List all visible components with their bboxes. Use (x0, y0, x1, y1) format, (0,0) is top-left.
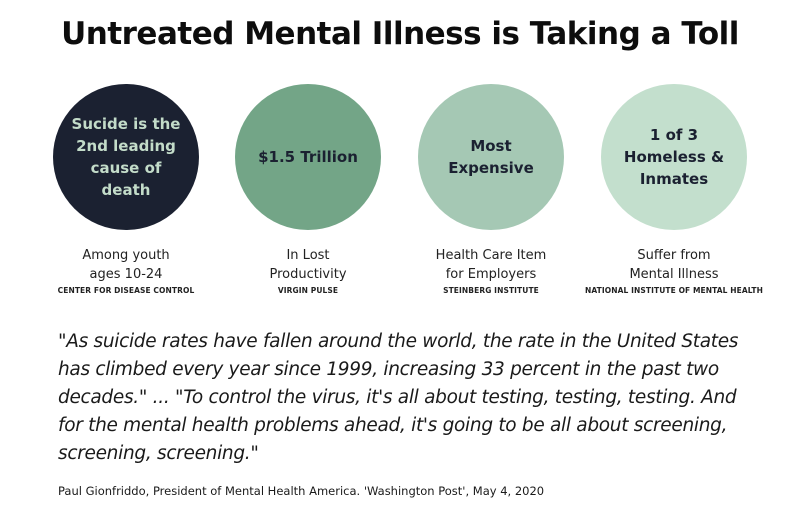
stat-circle: Sucide is the 2nd leading cause of death (53, 84, 199, 230)
caption-line: Mental Illness (629, 267, 719, 282)
stat-source: STEINBERG INSTITUTE (443, 286, 539, 295)
caption-line: Health Care Item (435, 248, 547, 263)
stat-card-homeless: 1 of 3 Homeless & Inmates Suffer from Me… (584, 84, 764, 295)
quote-attribution: Paul Gionfriddo, President of Mental Hea… (58, 484, 545, 498)
stat-circle-text: Sucide is the 2nd leading cause of death (71, 115, 181, 199)
stat-card-productivity: $1.5 Trillion In Lost Productivity VIRGI… (218, 84, 398, 295)
stat-caption: Among youth ages 10-24 (36, 246, 216, 284)
quote-text: "As suicide rates have fallen around the… (58, 331, 739, 464)
caption-line: Suffer from (637, 248, 711, 263)
stat-circle-text: 1 of 3 Homeless & Inmates (623, 126, 725, 188)
caption-line: Among youth (82, 248, 170, 263)
stat-card-suicide: Sucide is the 2nd leading cause of death… (36, 84, 216, 295)
caption-line: In Lost (286, 248, 330, 263)
stat-circle: Most Expensive (418, 84, 564, 230)
stat-circle: $1.5 Trillion (235, 84, 381, 230)
stat-circle-text: $1.5 Trillion (258, 148, 358, 166)
caption-line: ages 10-24 (89, 267, 163, 282)
stat-card-expense: Most Expensive Health Care Item for Empl… (401, 84, 581, 295)
caption-line: for Employers (445, 267, 537, 282)
stat-caption: In Lost Productivity (218, 246, 398, 284)
stat-source: NATIONAL INSTITUTE OF MENTAL HEALTH (584, 286, 764, 295)
stat-circle-text: Most Expensive (448, 137, 534, 177)
page-title: Untreated Mental Illness is Taking a Tol… (61, 16, 739, 52)
caption-line: Productivity (269, 267, 347, 282)
stat-source: VIRGIN PULSE (277, 286, 339, 295)
stat-source: CENTER FOR DISEASE CONTROL (57, 286, 195, 295)
stat-circle: 1 of 3 Homeless & Inmates (601, 84, 747, 230)
stat-caption: Health Care Item for Employers (401, 246, 581, 284)
stat-caption: Suffer from Mental Illness (584, 246, 764, 284)
